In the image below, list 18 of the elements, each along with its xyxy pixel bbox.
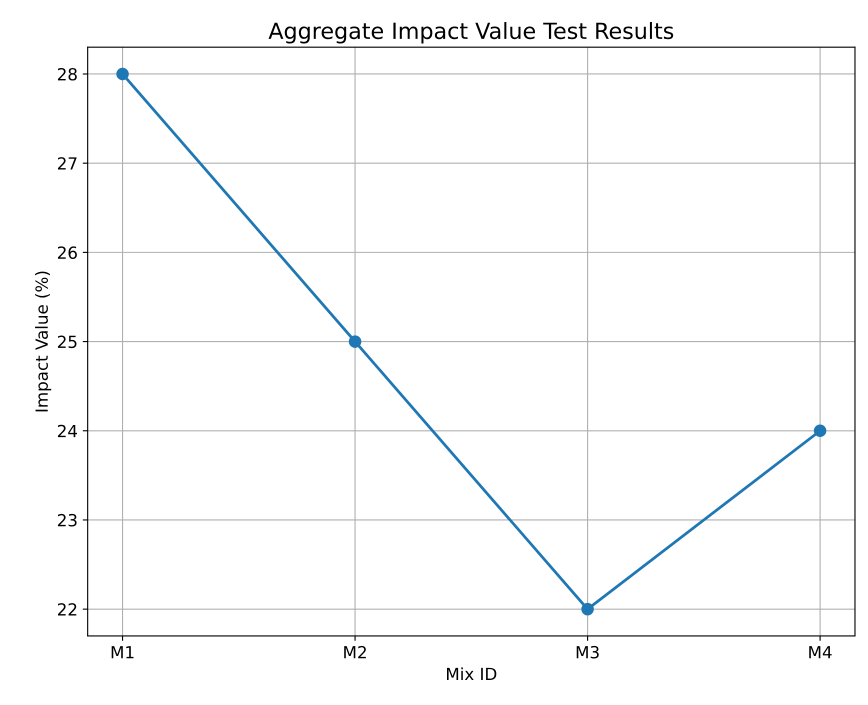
x-tick-label: M2: [344, 646, 366, 658]
y-tick-label: 26: [58, 246, 77, 259]
point: [348, 335, 362, 348]
y-tick-label: 28: [58, 68, 77, 81]
x-axis-title: Mix ID: [447, 667, 496, 680]
x-tick-label: M1: [112, 646, 134, 658]
point: [581, 602, 594, 616]
point: [116, 68, 129, 80]
y-tick-label: 25: [58, 336, 76, 348]
y-tick-label: 24: [58, 424, 78, 438]
y-tick-label: 27: [58, 157, 77, 170]
y-tick-label: 23: [58, 514, 77, 527]
y-axis-title: Impact Value (%): [35, 272, 52, 412]
point: [814, 424, 826, 438]
chart-title: Aggregate Impact Value Test Results: [268, 22, 674, 44]
x-tick-label: M4: [809, 646, 832, 658]
y-tick-label: 22: [58, 603, 76, 616]
x-tick-label: M3: [576, 646, 599, 659]
